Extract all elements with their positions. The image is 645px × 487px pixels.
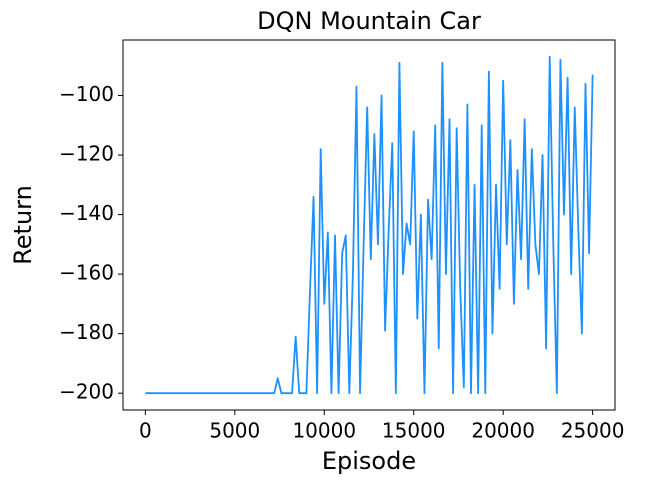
x-tick-label: 0 bbox=[139, 419, 152, 443]
x-axis-label: Episode bbox=[322, 447, 416, 475]
x-tick-label: 20000 bbox=[471, 419, 535, 443]
x-tick-label: 5000 bbox=[209, 419, 260, 443]
y-tick-label: −160 bbox=[59, 261, 114, 285]
x-tick-label: 15000 bbox=[382, 419, 446, 443]
chart-title: DQN Mountain Car bbox=[257, 7, 481, 35]
y-tick-label: −140 bbox=[59, 201, 114, 225]
x-tick-label: 10000 bbox=[292, 419, 356, 443]
plot-frame bbox=[122, 39, 616, 411]
line bbox=[145, 55, 594, 395]
y-tick-label: −100 bbox=[59, 82, 114, 106]
y-tick-label: −180 bbox=[59, 320, 114, 344]
x-tick-label: 25000 bbox=[561, 419, 625, 443]
y-tick-label: −120 bbox=[59, 142, 114, 166]
y-tick-label: −200 bbox=[59, 380, 114, 404]
y-axis-label: Return bbox=[9, 185, 37, 265]
